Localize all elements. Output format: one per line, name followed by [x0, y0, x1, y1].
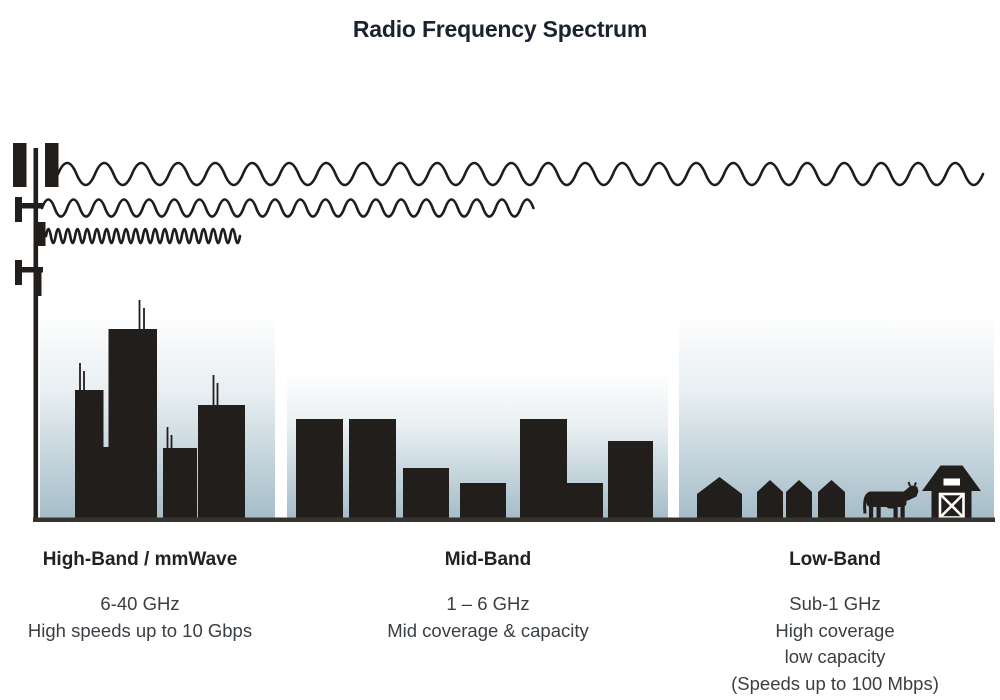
house-icon: [818, 480, 845, 518]
skyscraper-icon: [103, 447, 110, 518]
building-icon: [567, 483, 603, 518]
building-icon: [460, 483, 506, 518]
low-band-coverage: High coverage: [775, 619, 895, 641]
skyscraper-icon: [108, 329, 157, 518]
high-band-description: 6-40 GHz High speeds up to 10 Gbps: [0, 591, 290, 644]
radio-waves: [40, 161, 985, 245]
building-icon: [349, 419, 396, 518]
cow-icon: [863, 481, 919, 518]
low-band-speed: (Speeds up to 100 Mbps): [731, 672, 939, 694]
page-title: Radio Frequency Spectrum: [352, 16, 648, 43]
low-band-title: Low-Band: [789, 549, 881, 570]
high-band-city-skyline: [75, 300, 245, 518]
high-band-title: High-Band / mmWave: [42, 549, 238, 570]
high-band-frequency: 6-40 GHz: [100, 593, 180, 614]
mid-band-buildings: [296, 419, 653, 518]
building-icon: [403, 468, 449, 518]
building-icon: [608, 441, 653, 518]
mid-band-title: Mid-Band: [444, 549, 532, 570]
house-icon: [757, 480, 783, 518]
mid-frequency-wave: [40, 198, 535, 218]
low-band-frequency: Sub-1 GHz: [789, 593, 881, 614]
mid-band-coverage: Mid coverage & capacity: [387, 619, 589, 641]
skyscraper-icon: [75, 390, 104, 518]
low-frequency-wave: [56, 161, 985, 187]
skyscraper-icon: [198, 405, 245, 518]
building-icon: [296, 419, 343, 518]
high-band-speed: High speeds up to 10 Gbps: [27, 619, 253, 641]
high-frequency-wave: [44, 227, 242, 245]
skyscraper-icon: [163, 448, 197, 518]
rooftop-antennas: [79, 300, 219, 449]
cell-tower-icon: [13, 143, 59, 520]
house-icon: [697, 477, 742, 518]
low-band-description: Sub-1 GHz High coverage low capacity (Sp…: [685, 591, 985, 697]
ground-line: [33, 517, 995, 522]
house-icon: [786, 480, 812, 518]
building-icon: [520, 419, 567, 518]
mid-band-frequency: 1 – 6 GHz: [446, 593, 530, 614]
mid-band-description: 1 – 6 GHz Mid coverage & capacity: [338, 591, 638, 644]
low-band-capacity: low capacity: [784, 646, 886, 667]
